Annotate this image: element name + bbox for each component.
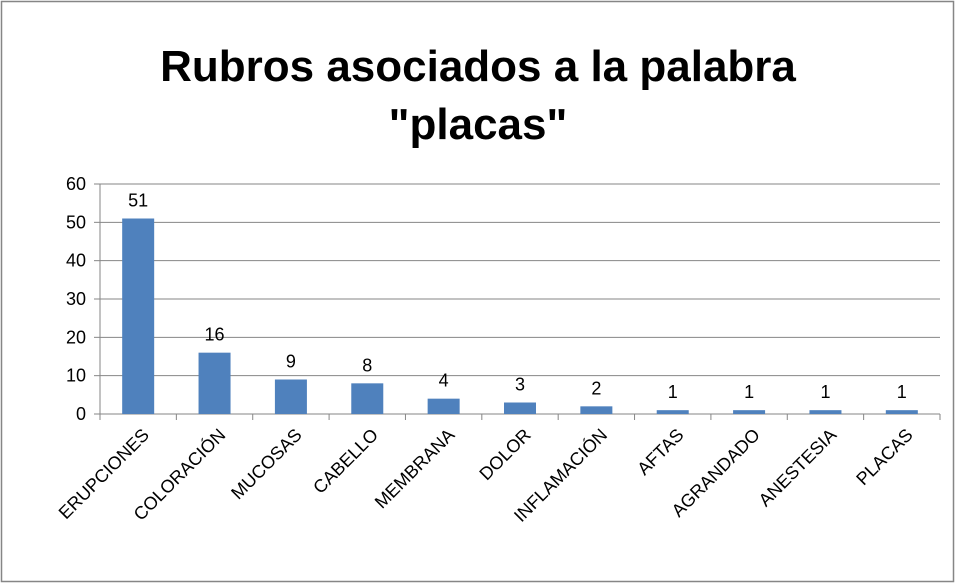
data-label: 1 (668, 382, 678, 402)
data-label: 1 (820, 382, 830, 402)
data-label: 1 (897, 382, 907, 402)
chart-title: Rubros asociados a la palabra "placas" (160, 42, 796, 149)
data-label: 9 (286, 352, 296, 372)
y-tick-label: 20 (66, 327, 86, 347)
bar (885, 410, 918, 414)
data-label: 16 (205, 325, 225, 345)
bar (656, 410, 689, 414)
bar (504, 402, 536, 414)
data-label: 8 (362, 355, 372, 375)
y-tick-label: 0 (76, 404, 86, 424)
data-label: 3 (515, 375, 525, 395)
data-label: 1 (744, 382, 754, 402)
y-tick-label: 10 (66, 366, 86, 386)
bar (122, 218, 155, 414)
data-label: 2 (591, 378, 601, 398)
y-tick-label: 60 (66, 174, 86, 194)
y-tick-label: 50 (66, 212, 86, 232)
bar (274, 379, 307, 414)
y-tick-label: 40 (66, 251, 86, 271)
bar (427, 398, 460, 414)
bar (733, 410, 766, 414)
bar (198, 352, 231, 414)
bar (809, 410, 842, 414)
bar (351, 383, 384, 414)
bar (580, 406, 613, 414)
data-label: 4 (439, 371, 449, 391)
data-label: 51 (128, 191, 148, 211)
y-tick-label: 30 (66, 289, 86, 309)
